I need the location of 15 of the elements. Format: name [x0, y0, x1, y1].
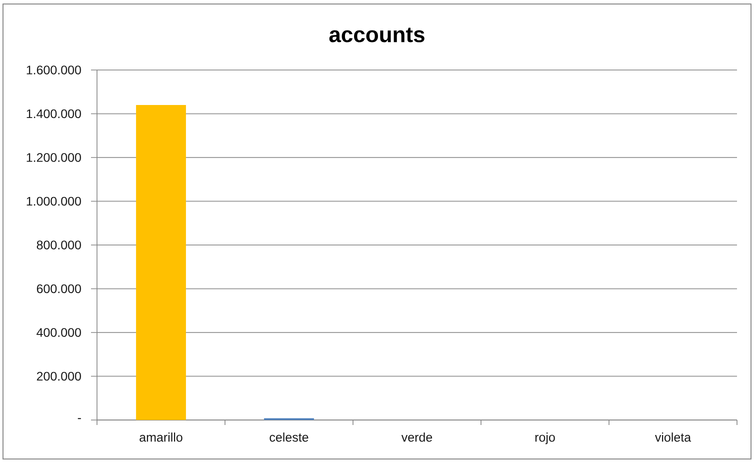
y-tick-label: 800.000 [36, 240, 81, 250]
y-tick-label: 400.000 [36, 328, 81, 337]
chart-title: accounts [329, 28, 424, 42]
y-tick-label: 1.600.000 [26, 66, 81, 74]
x-tick-label: celeste [270, 432, 308, 442]
x-tick-label: amarillo [140, 432, 182, 442]
y-tick-label: 1.400.000 [26, 109, 81, 118]
y-tick-label: 1.000.000 [26, 196, 81, 206]
y-tick-label: 600.000 [36, 284, 81, 294]
x-tick-label: verde [401, 432, 432, 442]
y-tick-label: 1.200.000 [26, 153, 81, 162]
y-tick-label: 200.000 [36, 372, 81, 381]
y-tick-label: - [78, 418, 81, 420]
x-tick-label: rojo [535, 432, 555, 444]
x-tick-label: violeta [654, 432, 692, 442]
